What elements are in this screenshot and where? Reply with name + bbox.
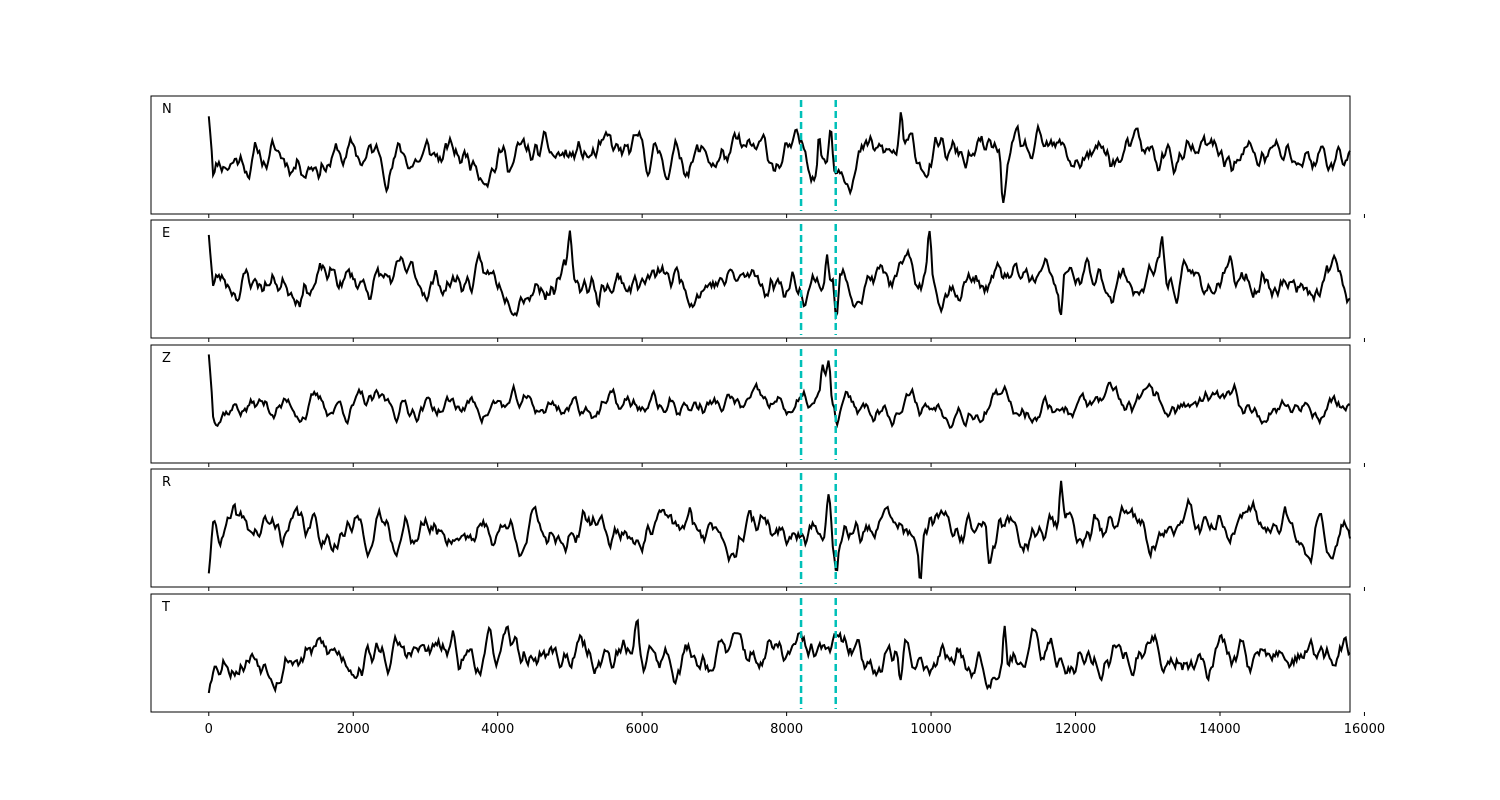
x-tick-label: 12000 [1055, 722, 1096, 737]
channel-label: N [162, 102, 172, 117]
panel-n: N [150, 95, 1365, 218]
waveform-r [207, 480, 1351, 580]
x-tick-label: 4000 [481, 722, 514, 737]
panel-frame [150, 344, 1351, 464]
panel-z: Z [150, 344, 1365, 467]
panel-frame [150, 468, 1351, 588]
x-tick-label: 10000 [910, 722, 951, 737]
waveform-t [207, 618, 1351, 694]
panel-e: E [150, 219, 1365, 342]
channel-panels: N E Z R T [150, 95, 1365, 716]
waveform-n [207, 112, 1351, 203]
channel-label: E [162, 226, 170, 241]
x-tick-label: 6000 [626, 722, 659, 737]
waveform-z [207, 354, 1351, 429]
panel-frame [150, 219, 1351, 339]
waveform-e [207, 230, 1351, 321]
channel-label: T [161, 600, 170, 615]
x-axis: 0 2000 4000 6000 8000 10000 12000 14000 16000 [205, 722, 1385, 737]
x-tick-label: 8000 [770, 722, 803, 737]
x-tick-label: 14000 [1199, 722, 1240, 737]
panel-t: T [150, 593, 1365, 716]
x-tick-label: 2000 [337, 722, 370, 737]
panel-r: R [150, 468, 1365, 591]
channel-label: Z [162, 351, 171, 366]
panel-frame [150, 95, 1351, 215]
x-tick-label: 16000 [1344, 722, 1385, 737]
channel-label: R [162, 475, 171, 490]
x-tick-label: 0 [205, 722, 213, 737]
